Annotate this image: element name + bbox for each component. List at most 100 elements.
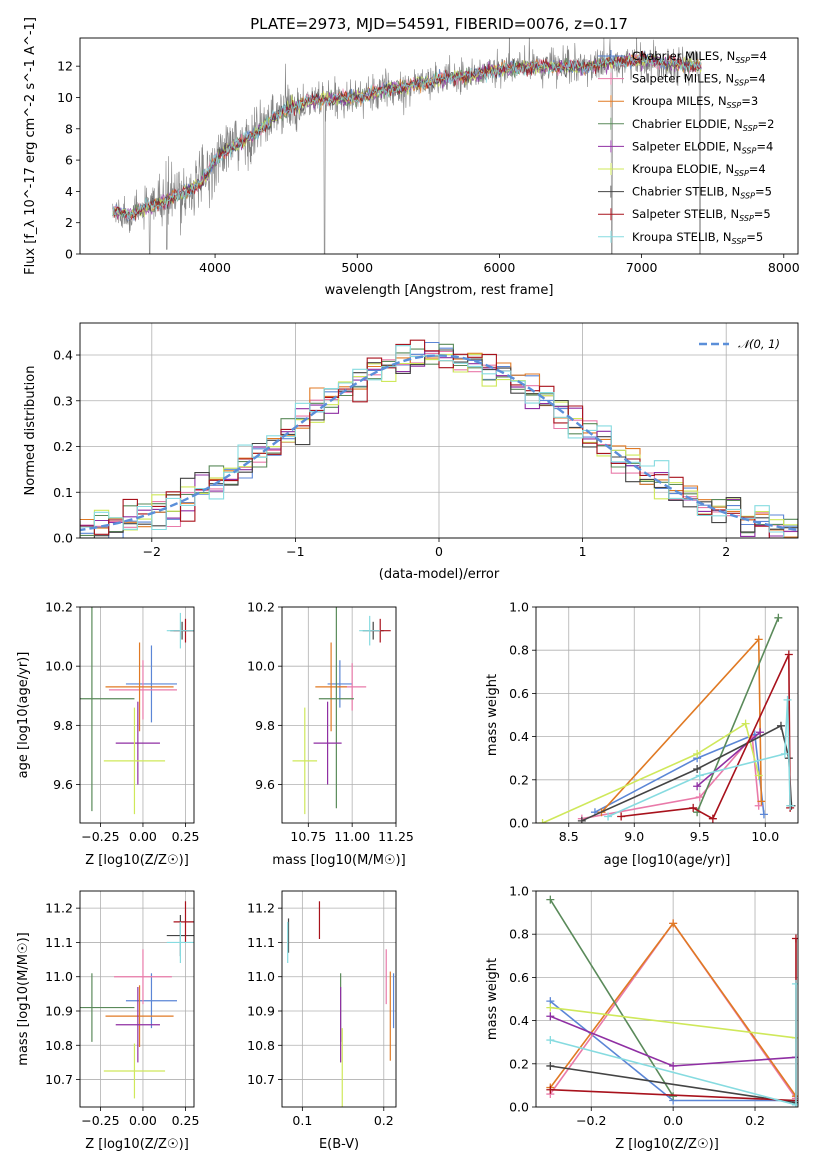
weight-marker [669,1061,678,1070]
weight-marker [741,719,750,728]
legend-entry: Kroupa STELIB, NSSP=5 [632,230,763,246]
spectrum-legend: Chabrier MILES, NSSP=4 Salpeter MILES, NS… [598,49,774,246]
x-axis-label: (data-model)/error [379,567,500,582]
y-tick-label: 10.9 [247,1004,275,1019]
y-tick-label: 0.4 [509,1013,529,1028]
model-spectrum-kroupa-stelib [112,55,702,220]
legend-subscript: SSP [742,146,757,155]
weight-series-kroupa-stelib [546,979,798,1107]
legend-model-name: Kroupa STELIB, N [632,230,732,244]
errorbar-kroupa-miles [105,985,174,1047]
panel-age-vs-mass: 10.75 11.00 11.25 9.6 9.8 10.0 10.2 mass [log10… [247,600,414,869]
x-tick-label: 4000 [199,260,231,275]
legend-count: =2 [758,117,775,131]
x-tick-label: −0.25 [81,1113,119,1128]
panel-age-vs-Z: −0.25 0.00 0.25 9.6 9.8 10.0 10.2 Z [log10(Z/Z☉… [16,600,199,869]
panel-mass-weight-vs-Z: −0.2 0.0 0.2 0.0 0.2 0.4 0.6 0.8 1.0 Z [log10(Z/Z… [485,884,799,1152]
y-tick-label: 0.3 [53,393,73,408]
x-tick-label: 0.25 [172,1113,200,1128]
errorbar-kroupa-stelib [166,921,194,963]
plot-area [80,607,194,815]
legend-model-name: Salpeter STELIB, N [632,207,739,221]
panel-spectrum: 4000 5000 6000 7000 8000 0 2 4 6 8 10 12 wavelength … [23,17,800,298]
y-tick-label: 11.1 [247,935,275,950]
weight-marker [546,1061,555,1070]
panel-residuals: −2 −1 0 1 2 0.0 0.1 0.2 0.3 0.4 (data-model)/error… [23,322,799,582]
y-tick-label: 11.2 [45,901,73,916]
plot-area [112,38,702,254]
y-tick-label: 9.6 [53,777,73,792]
x-tick-label: 8000 [768,260,800,275]
y-tick-label: 11.0 [45,969,73,984]
axes-frame [79,606,195,824]
y-tick-label: 0.1 [53,485,73,500]
x-tick-label: 8.5 [559,829,579,844]
legend-entry: Chabrier MILES, NSSP=4 [632,49,767,65]
weight-series-salpeter-miles [577,732,763,823]
legend-entry: Salpeter MILES, NSSP=4 [632,72,766,88]
errorbar-chabrier-elodie [80,973,135,1042]
weight-marker [786,801,795,810]
weight-line [550,1065,797,1104]
weight-marker [791,934,798,943]
y-axis-label: Normed distribution [23,366,38,496]
axes-frame [281,606,397,824]
plot-area [292,607,391,815]
weight-marker [791,979,798,988]
legend-entry: Chabrier ELODIE, NSSP=2 [632,117,774,133]
y-tick-label: 0.8 [509,927,529,942]
weight-marker [774,613,783,622]
errorbar-kroupa-stelib [359,615,381,646]
panel-mass-vs-Z: −0.25 0.00 0.25 10.7 10.8 10.9 11.0 11.1 11.2 Z [… [16,890,200,1152]
y-axis-label: mass weight [485,674,500,756]
weight-marker [669,1092,678,1101]
weight-marker [759,810,768,819]
plot-area [287,901,395,1107]
errorbar-salpeter-miles [114,949,172,1005]
x-tick-label: 0.00 [129,829,157,844]
errorbar-kroupa-elodie [103,1043,166,1099]
x-axis-label: Z [log10(Z/Z☉)] [85,1137,189,1152]
x-axis-label: wavelength [Angstrom, rest frame] [325,283,554,298]
legend-entry: 𝒩(0, 1) [738,337,780,351]
errorbar-salpeter-miles [108,660,177,720]
x-tick-label: 9.0 [624,829,644,844]
weight-marker [791,1100,798,1107]
histogram-salpeter-stelib [80,339,798,538]
histogram-kroupa-stelib [80,345,798,538]
errorbar-chabrier-elodie [80,607,135,812]
model-spectrum-salpeter-stelib [112,51,702,221]
x-tick-label: 0.0 [663,1113,683,1128]
legend-subscript: SSP [734,169,749,178]
legend-entry: Salpeter STELIB, NSSP=5 [632,207,771,223]
weight-marker [604,812,613,821]
axes-frame [79,890,195,1108]
y-axis-label: mass [log10(M/M☉)] [16,932,31,1065]
y-tick-label: 0.4 [53,348,73,363]
weight-line [594,733,765,815]
y-axis-label: Flux [f_λ 10^-17 erg cm^-2 s^-1 A^-1] [23,17,38,275]
panel-mass-vs-EBV: 0.1 0.2 10.7 10.8 10.9 11.0 11.1 11.2 E(B-V) [247,890,397,1152]
x-tick-label: 9.5 [690,829,710,844]
weight-marker [780,749,789,758]
y-tick-label: 2 [65,215,73,230]
figure-title: PLATE=2973, MJD=54591, FIBERID=0076, z=0… [250,15,628,33]
errorbar-chabrier-miles [125,973,177,1029]
y-tick-label: 10.0 [247,659,275,674]
y-tick-label: 10.9 [45,1004,73,1019]
errorbar-chabrier-elodie [318,607,354,809]
normal-reference-curve [80,354,798,532]
weight-marker [784,650,793,659]
y-axis-label: mass weight [485,958,500,1040]
legend-count: =5 [754,207,771,221]
y-axis-label: age [log10(age/yr)] [16,652,31,779]
weight-line [542,722,760,823]
weight-line [549,899,674,1097]
legend-subscript: SSP [740,192,755,201]
weight-series-kroupa-elodie [538,719,763,823]
y-tick-label: 0.6 [509,686,529,701]
plot-area [80,901,194,1099]
y-tick-label: 10.7 [45,1072,73,1087]
legend-count: =4 [750,49,767,63]
